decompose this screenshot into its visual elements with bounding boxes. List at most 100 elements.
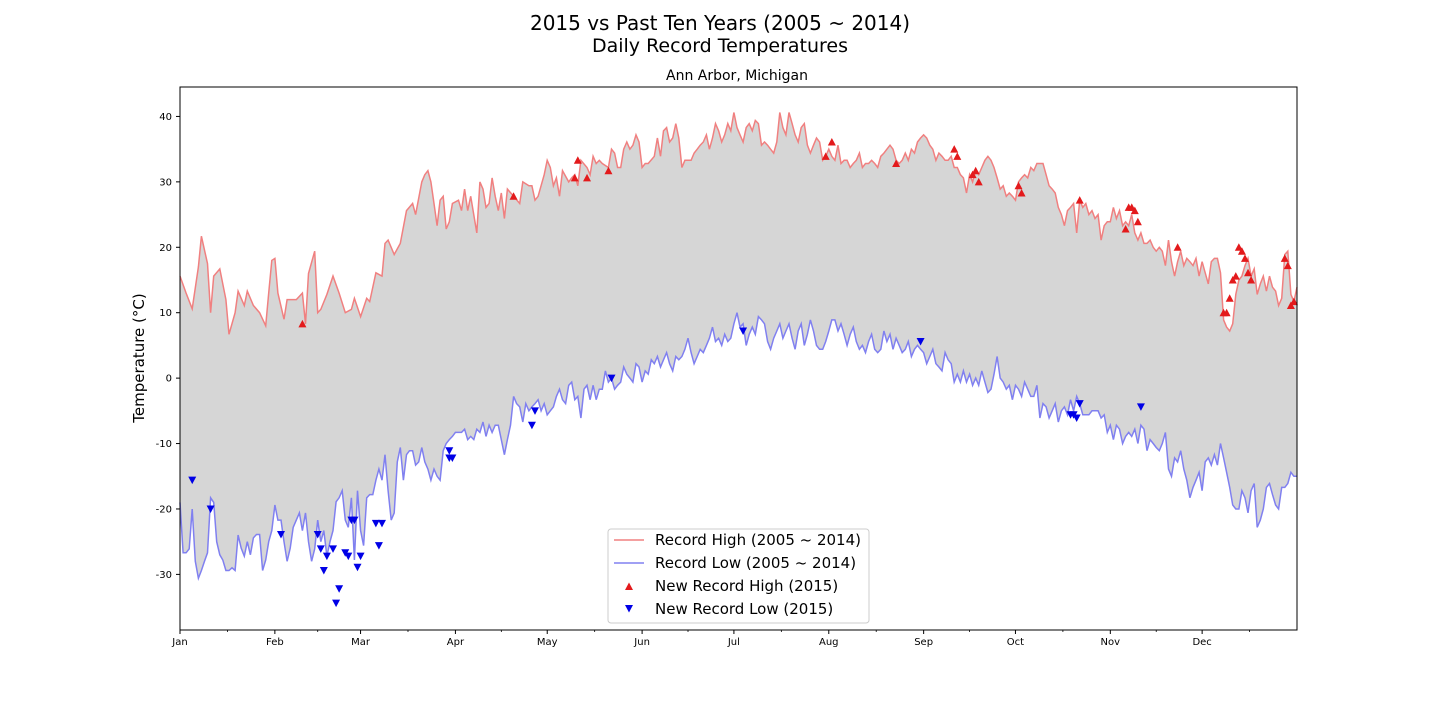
new-record-low-point-15 xyxy=(356,552,365,561)
legend-new-record-low-swatch xyxy=(625,605,633,613)
x-tick-label-sep: Sep xyxy=(914,637,933,648)
new-record-high-point-34 xyxy=(1283,261,1292,270)
y-tick-label: 30 xyxy=(159,177,172,188)
new-record-high-point-13 xyxy=(974,177,983,186)
new-record-low-point-3 xyxy=(313,530,322,539)
new-record-low-point-9 xyxy=(335,585,344,593)
new-record-high-point-29 xyxy=(1237,247,1246,255)
new-record-high-point-33 xyxy=(1280,254,1289,262)
new-record-high-point-10 xyxy=(953,152,962,160)
new-record-high-point-32 xyxy=(1247,275,1256,284)
x-tick-label-jul: Jul xyxy=(727,637,740,648)
new-record-low-point-11 xyxy=(344,552,353,561)
new-record-high-point-12 xyxy=(971,166,980,175)
new-record-low-point-7 xyxy=(329,545,338,553)
new-record-low-point-23 xyxy=(530,407,539,415)
x-axis: Jan Feb Mar Apr May Jun Jul Aug Sep Oct Nov Dec xyxy=(171,630,1250,648)
new-record-high-point-16 xyxy=(1075,196,1084,204)
new-record-low-point-24 xyxy=(607,374,616,383)
y-tick-label: -20 xyxy=(156,504,172,515)
y-axis-label: Temperature (°C) xyxy=(130,293,148,423)
new-record-high-point-8 xyxy=(892,159,901,168)
legend-new-record-low-label: New Record Low (2015) xyxy=(655,600,833,618)
new-record-high-point-27 xyxy=(1231,272,1240,280)
legend-new-record-high-label: New Record High (2015) xyxy=(655,577,838,595)
new-record-high-point-15 xyxy=(1017,188,1026,197)
y-tick-label: 0 xyxy=(166,374,172,385)
new-record-low-point-25 xyxy=(739,327,748,336)
x-tick-label-mar: Mar xyxy=(351,637,371,648)
new-record-low-point-22 xyxy=(527,421,536,430)
new-record-low-point-26 xyxy=(916,337,925,346)
legend-new-record-high-swatch xyxy=(625,582,633,590)
y-tick-label: 20 xyxy=(159,243,172,254)
record-range-band xyxy=(180,112,1297,579)
new-record-high-point-7 xyxy=(827,137,836,146)
legend-record-low-label: Record Low (2005 ~ 2014) xyxy=(655,554,856,572)
chart-title-line-1: 2015 vs Past Ten Years (2005 ~ 2014) xyxy=(530,11,910,35)
new-record-high-point-30 xyxy=(1240,254,1249,262)
new-record-low-point-5 xyxy=(319,566,328,575)
new-record-low-markers xyxy=(188,327,1145,608)
new-record-high-point-26 xyxy=(1228,275,1237,284)
y-tick-label: -10 xyxy=(156,439,172,450)
new-record-low-point-6 xyxy=(322,552,331,561)
record-high-line xyxy=(179,112,1298,335)
new-record-low-point-14 xyxy=(353,563,362,572)
new-record-high-point-14 xyxy=(1014,181,1023,190)
new-record-high-point-28 xyxy=(1234,243,1243,251)
new-record-low-point-29 xyxy=(1072,414,1081,423)
new-record-low-point-0 xyxy=(188,476,197,485)
x-tick-label-may: May xyxy=(537,637,558,648)
new-record-low-point-18 xyxy=(377,519,386,528)
x-tick-label-jan: Jan xyxy=(171,637,187,648)
new-record-high-point-6 xyxy=(821,152,830,160)
plot-frame xyxy=(179,86,1298,631)
chart-title: 2015 vs Past Ten Years (2005 ~ 2014) Dai… xyxy=(530,11,910,84)
new-record-high-point-35 xyxy=(1286,301,1295,310)
new-record-low-point-2 xyxy=(276,530,285,539)
x-tick-label-feb: Feb xyxy=(266,637,284,648)
x-tick-label-apr: Apr xyxy=(447,637,465,648)
legend: Record High (2005 ~ 2014) Record Low (20… xyxy=(607,528,870,624)
new-record-high-point-22 xyxy=(1173,243,1182,251)
chart-subtitle: Ann Arbor, Michigan xyxy=(666,68,808,84)
new-record-high-point-0 xyxy=(298,319,307,328)
new-record-high-markers xyxy=(298,137,1298,328)
new-record-high-point-4 xyxy=(583,173,592,182)
new-record-low-point-21 xyxy=(448,454,457,462)
chart-title-line-2: Daily Record Temperatures xyxy=(592,35,848,57)
legend-record-high-label: Record High (2005 ~ 2014) xyxy=(655,531,861,549)
new-record-high-point-21 xyxy=(1133,217,1142,226)
new-record-high-point-5 xyxy=(604,166,613,175)
new-record-high-point-25 xyxy=(1225,294,1234,302)
new-record-high-point-9 xyxy=(950,145,959,153)
x-tick-label-oct: Oct xyxy=(1007,637,1024,648)
x-tick-label-dec: Dec xyxy=(1192,637,1211,648)
x-tick-label-nov: Nov xyxy=(1101,637,1121,648)
new-record-low-point-13 xyxy=(350,516,359,525)
new-record-low-point-1 xyxy=(206,505,215,513)
new-record-high-point-31 xyxy=(1244,268,1253,277)
new-record-high-point-24 xyxy=(1222,308,1231,317)
new-record-high-point-36 xyxy=(1289,297,1298,306)
x-tick-label-jun: Jun xyxy=(633,637,650,648)
y-tick-label: 10 xyxy=(159,308,172,319)
new-record-high-point-17 xyxy=(1121,224,1130,233)
new-record-high-point-2 xyxy=(570,173,579,182)
y-tick-label: -30 xyxy=(156,570,172,581)
new-record-low-point-31 xyxy=(1136,403,1145,411)
new-record-high-point-1 xyxy=(509,192,518,200)
new-record-high-point-11 xyxy=(968,170,977,179)
new-record-low-point-4 xyxy=(316,545,325,553)
new-record-low-point-20 xyxy=(445,447,454,455)
new-record-low-point-30 xyxy=(1075,400,1084,408)
record-low-line xyxy=(179,312,1297,582)
new-record-low-point-16 xyxy=(371,519,380,528)
x-tick-label-aug: Aug xyxy=(819,637,839,648)
new-record-high-point-20 xyxy=(1130,206,1139,215)
new-record-low-point-17 xyxy=(374,542,383,550)
new-record-low-point-8 xyxy=(332,599,341,608)
new-record-high-point-3 xyxy=(573,156,582,164)
